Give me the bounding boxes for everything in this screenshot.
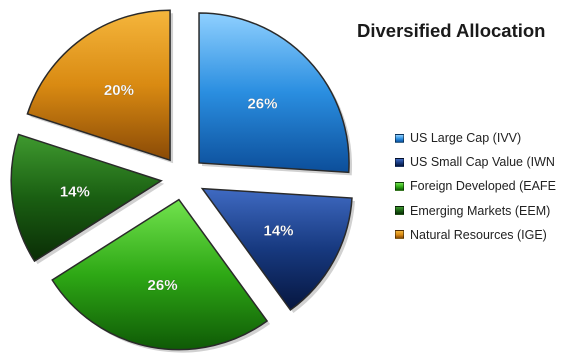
legend-swatch [395,230,404,240]
legend-item: Foreign Developed (EAFE [395,174,562,198]
pie-value-label: 14% [264,223,294,240]
pie-value-label: 20% [104,82,134,99]
chart-title: Diversified Allocation [357,20,546,41]
pie-value-label: 26% [247,95,277,112]
legend-item: US Small Cap Value (IWN [395,150,562,174]
pie-slice-foreign-developed-eafe [51,198,269,351]
legend: US Large Cap (IVV) US Small Cap Value (IW… [395,126,562,247]
pie-value-label: 26% [148,277,178,294]
pie-slices [10,9,355,353]
pie-chart: 26% 14% 26% 14% 20% [10,9,355,353]
legend-label: Natural Resources (IGE) [410,227,547,242]
legend-swatch [395,206,404,216]
pie-slice-emerging-markets-eem [10,133,163,263]
legend-label: US Small Cap Value (IWN [410,155,555,170]
pie-value-labels: 26% 14% 26% 14% 20% [60,82,294,295]
pie-slice-us-large-cap-ivv [198,12,350,174]
pie-slice-us-small-cap-value-iwn [200,187,353,311]
legend-label: US Large Cap (IVV) [410,131,522,146]
legend-item: Natural Resources (IGE) [395,223,562,247]
legend-swatch [395,157,404,167]
legend-label: Foreign Developed (EAFE [410,179,556,194]
legend-label: Emerging Markets (EEM) [410,203,551,218]
pie-value-label: 14% [60,184,90,201]
legend-item: US Large Cap (IVV) [395,126,562,150]
legend-swatch [395,181,404,191]
legend-item: Emerging Markets (EEM) [395,199,562,223]
pie-slice-natural-resources-ige [26,9,171,162]
legend-swatch [395,133,404,143]
